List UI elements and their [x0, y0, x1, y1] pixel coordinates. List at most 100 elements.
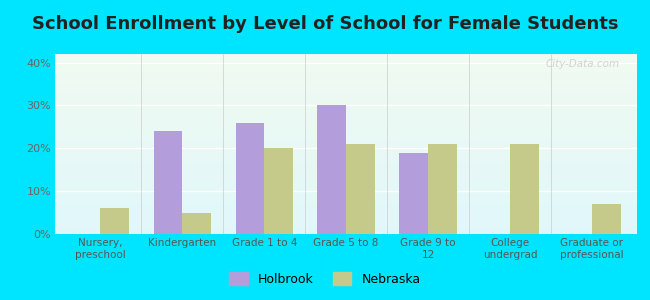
Bar — [55, 151, 637, 153]
Bar — [55, 218, 637, 220]
Bar — [55, 212, 637, 214]
Bar — [55, 106, 637, 108]
Bar — [264, 148, 293, 234]
Text: City-Data.com: City-Data.com — [545, 59, 619, 69]
Bar — [100, 208, 129, 234]
Bar — [55, 101, 637, 103]
Bar — [55, 77, 637, 79]
Bar — [55, 83, 637, 85]
Text: School Enrollment by Level of School for Female Students: School Enrollment by Level of School for… — [32, 15, 618, 33]
Bar — [55, 140, 637, 142]
Bar — [55, 230, 637, 232]
Bar — [55, 95, 637, 97]
Bar — [55, 194, 637, 196]
Bar — [55, 56, 637, 58]
Bar — [55, 202, 637, 203]
Bar — [55, 90, 637, 92]
Bar — [346, 144, 375, 234]
Bar — [55, 176, 637, 178]
Bar — [55, 115, 637, 117]
Bar — [510, 144, 539, 234]
Bar — [55, 130, 637, 131]
Bar — [55, 160, 637, 162]
Bar — [55, 72, 637, 74]
Bar — [55, 110, 637, 112]
Bar — [55, 79, 637, 81]
Bar — [55, 122, 637, 124]
Bar — [55, 86, 637, 88]
Bar — [55, 74, 637, 76]
Bar — [55, 142, 637, 144]
Bar — [55, 146, 637, 148]
Bar — [55, 97, 637, 99]
Bar — [55, 94, 637, 95]
Bar — [55, 203, 637, 205]
Bar — [55, 157, 637, 158]
Bar — [55, 158, 637, 160]
Bar — [55, 139, 637, 140]
Bar — [55, 61, 637, 63]
Bar — [55, 216, 637, 218]
Bar — [55, 135, 637, 137]
Bar — [55, 200, 637, 202]
Bar — [55, 59, 637, 61]
Bar — [55, 227, 637, 229]
Bar — [55, 54, 637, 56]
Bar — [55, 81, 637, 83]
Bar — [55, 88, 637, 90]
Bar — [55, 225, 637, 227]
Bar — [317, 105, 346, 234]
Bar — [55, 126, 637, 128]
Bar — [55, 131, 637, 133]
Bar — [55, 104, 637, 106]
Bar — [235, 123, 264, 234]
Bar — [55, 85, 637, 86]
Bar — [55, 117, 637, 119]
Bar — [55, 169, 637, 171]
Bar — [55, 180, 637, 182]
Bar — [55, 182, 637, 184]
Bar — [55, 185, 637, 187]
Bar — [55, 103, 637, 104]
Bar — [55, 153, 637, 155]
Bar — [55, 63, 637, 65]
Bar — [55, 211, 637, 212]
Bar — [55, 121, 637, 122]
Bar — [55, 65, 637, 67]
Bar — [55, 229, 637, 230]
Bar — [182, 213, 211, 234]
Bar — [153, 131, 182, 234]
Bar — [399, 153, 428, 234]
Bar — [55, 113, 637, 115]
Bar — [55, 162, 637, 164]
Bar — [55, 223, 637, 225]
Bar — [55, 67, 637, 68]
Bar — [55, 167, 637, 169]
Bar — [55, 220, 637, 221]
Bar — [55, 137, 637, 139]
Bar — [55, 68, 637, 70]
Bar — [55, 205, 637, 207]
Bar — [55, 178, 637, 180]
Bar — [55, 164, 637, 166]
Bar — [55, 149, 637, 151]
Legend: Holbrook, Nebraska: Holbrook, Nebraska — [224, 267, 426, 291]
Bar — [55, 209, 637, 211]
Bar — [55, 232, 637, 234]
Bar — [55, 196, 637, 198]
Bar — [55, 175, 637, 176]
Bar — [55, 166, 637, 167]
Bar — [55, 119, 637, 121]
Bar — [55, 144, 637, 146]
Bar — [55, 112, 637, 113]
Bar — [55, 124, 637, 126]
Bar — [55, 189, 637, 191]
Bar — [55, 187, 637, 189]
Bar — [55, 128, 637, 130]
Bar — [55, 108, 637, 110]
Bar — [592, 204, 621, 234]
Bar — [55, 99, 637, 101]
Bar — [55, 58, 637, 59]
Bar — [55, 207, 637, 209]
Bar — [55, 193, 637, 194]
